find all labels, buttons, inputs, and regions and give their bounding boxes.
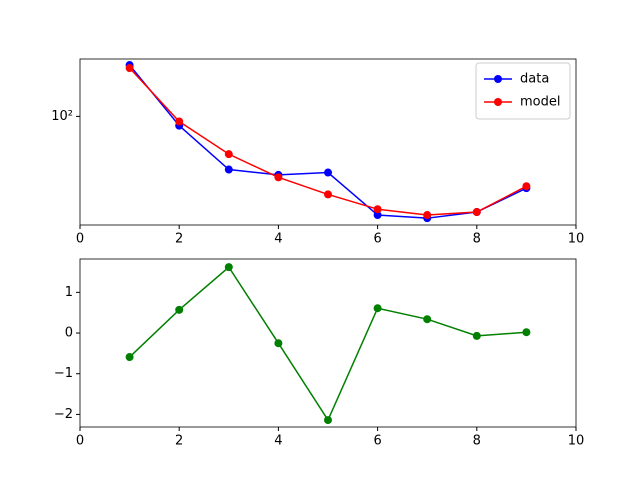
legend-marker [494, 75, 502, 83]
legend-label: model [520, 95, 560, 110]
data-point [522, 328, 531, 337]
data-point [274, 339, 283, 348]
data-point [175, 117, 184, 126]
axes-frame [79, 58, 577, 226]
data-point [224, 165, 233, 174]
data-point [373, 304, 382, 313]
data-point [324, 190, 332, 199]
data-point [423, 211, 432, 220]
legend-label: data [520, 72, 549, 87]
x-tick-label: 0 [76, 434, 84, 449]
data-point [175, 305, 184, 314]
axes-frame [79, 258, 577, 428]
data-point [224, 263, 233, 272]
data-point [274, 173, 283, 182]
data-point [324, 416, 332, 425]
y-tick-label: −2 [54, 407, 73, 422]
data-point [324, 168, 332, 177]
data-point [522, 182, 531, 191]
legend-marker [494, 98, 502, 106]
data-point [373, 211, 382, 220]
x-tick-label: 10 [568, 434, 585, 449]
x-tick-label: 8 [473, 434, 481, 449]
x-tick-label: 10 [568, 232, 585, 247]
y-tick-label: −1 [54, 366, 73, 381]
data-point [373, 205, 382, 214]
x-tick-label: 0 [76, 232, 84, 247]
x-tick-label: 4 [274, 232, 282, 247]
y-tick-label: 1 [65, 285, 73, 300]
y-tick-label: 10² [51, 109, 73, 124]
x-tick-label: 6 [373, 232, 381, 247]
x-tick-label: 6 [373, 434, 381, 449]
x-tick-label: 2 [175, 232, 183, 247]
data-point [125, 64, 134, 73]
data-point [472, 331, 481, 340]
x-tick-label: 2 [175, 434, 183, 449]
x-tick-label: 8 [473, 232, 481, 247]
series-line [129, 266, 527, 422]
y-tick-label: 0 [65, 326, 73, 341]
data-point [224, 150, 233, 159]
data-point [423, 315, 432, 324]
data-point [125, 353, 134, 362]
data-point [472, 208, 481, 217]
x-tick-label: 4 [274, 434, 282, 449]
